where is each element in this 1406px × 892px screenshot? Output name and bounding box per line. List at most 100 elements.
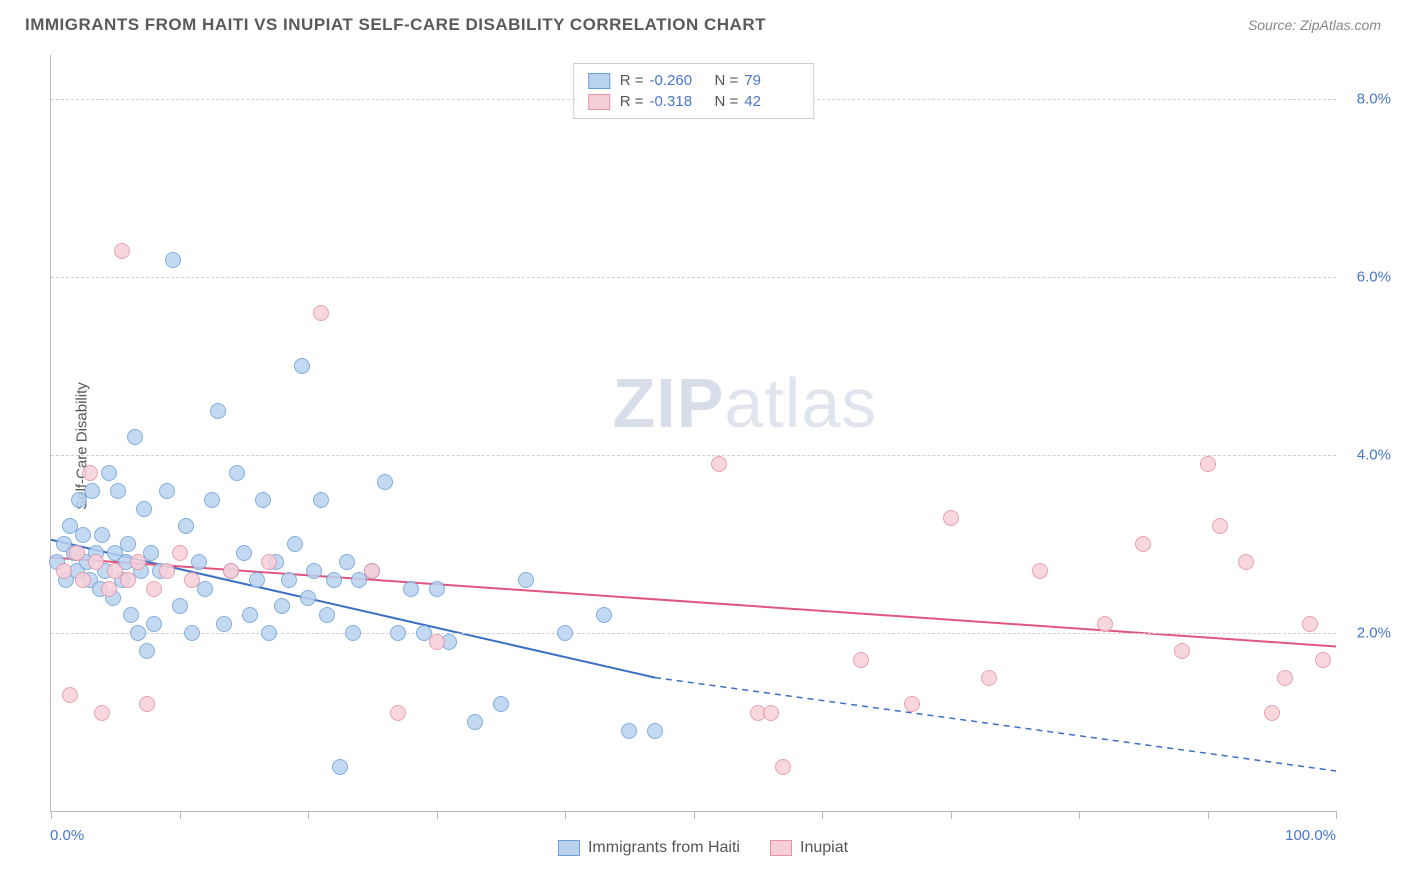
point-inupiat [853,652,869,668]
trend-lines [51,55,1336,811]
point-inupiat [130,554,146,570]
point-inupiat [1302,616,1318,632]
point-haiti [319,607,335,623]
point-inupiat [62,687,78,703]
point-inupiat [711,456,727,472]
point-inupiat [763,705,779,721]
point-haiti [127,429,143,445]
point-haiti [306,563,322,579]
source-attribution: Source: ZipAtlas.com [1248,17,1381,33]
point-haiti [557,625,573,641]
point-haiti [139,643,155,659]
point-inupiat [75,572,91,588]
x-tick [694,811,695,819]
point-haiti [229,465,245,481]
point-inupiat [390,705,406,721]
point-haiti [377,474,393,490]
point-inupiat [981,670,997,686]
point-haiti [326,572,342,588]
point-haiti [429,581,445,597]
point-haiti [300,590,316,606]
point-haiti [345,625,361,641]
point-inupiat [88,554,104,570]
point-haiti [172,598,188,614]
legend-label-haiti: Immigrants from Haiti [588,839,740,857]
y-tick-label: 4.0% [1357,447,1391,464]
point-haiti [75,527,91,543]
gridline [51,455,1336,456]
point-haiti [216,616,232,632]
legend-swatch-inupiat [770,840,792,856]
y-tick-label: 6.0% [1357,269,1391,286]
point-haiti [261,625,277,641]
plot-area: 2.0%4.0%6.0%8.0% [51,55,1336,811]
y-tick-label: 8.0% [1357,91,1391,108]
point-haiti [249,572,265,588]
point-inupiat [56,563,72,579]
point-haiti [332,759,348,775]
n-value-inupiat: 42 [744,93,799,110]
point-haiti [467,714,483,730]
x-tick [951,811,952,819]
gridline [51,277,1336,278]
point-haiti [403,581,419,597]
series-legend: Immigrants from Haiti Inupiat [558,839,848,857]
point-inupiat [1032,563,1048,579]
x-tick [308,811,309,819]
point-haiti [204,492,220,508]
point-inupiat [313,305,329,321]
point-inupiat [172,545,188,561]
legend-row-inupiat: R = -0.318 N = 42 [588,91,800,112]
point-inupiat [1264,705,1280,721]
point-haiti [274,598,290,614]
point-inupiat [261,554,277,570]
point-inupiat [120,572,136,588]
point-haiti [518,572,534,588]
point-haiti [493,696,509,712]
header: IMMIGRANTS FROM HAITI VS INUPIAT SELF-CA… [0,0,1406,45]
point-haiti [120,536,136,552]
swatch-inupiat [588,94,610,110]
point-inupiat [1200,456,1216,472]
point-haiti [647,723,663,739]
point-inupiat [1238,554,1254,570]
point-inupiat [429,634,445,650]
point-inupiat [223,563,239,579]
correlation-legend: R = -0.260 N = 79 R = -0.318 N = 42 [573,63,815,119]
point-haiti [159,483,175,499]
point-haiti [287,536,303,552]
point-haiti [165,252,181,268]
point-inupiat [82,465,98,481]
x-tick [565,811,566,819]
x-tick [437,811,438,819]
point-haiti [84,483,100,499]
point-inupiat [146,581,162,597]
r-value-haiti: -0.260 [650,72,705,89]
x-min-label: 0.0% [50,827,84,844]
point-haiti [255,492,271,508]
point-haiti [130,625,146,641]
point-inupiat [1174,643,1190,659]
point-haiti [596,607,612,623]
point-inupiat [1097,616,1113,632]
point-inupiat [1135,536,1151,552]
point-haiti [294,358,310,374]
y-tick-label: 2.0% [1357,625,1391,642]
x-tick [1208,811,1209,819]
point-haiti [191,554,207,570]
point-haiti [390,625,406,641]
x-tick [180,811,181,819]
point-inupiat [1212,518,1228,534]
point-haiti [339,554,355,570]
legend-row-haiti: R = -0.260 N = 79 [588,70,800,91]
chart-title: IMMIGRANTS FROM HAITI VS INUPIAT SELF-CA… [25,15,766,35]
legend-swatch-haiti [558,840,580,856]
point-haiti [281,572,297,588]
point-haiti [94,527,110,543]
point-inupiat [364,563,380,579]
legend-item-haiti: Immigrants from Haiti [558,839,740,857]
point-inupiat [69,545,85,561]
point-inupiat [159,563,175,579]
point-haiti [101,465,117,481]
x-tick [822,811,823,819]
